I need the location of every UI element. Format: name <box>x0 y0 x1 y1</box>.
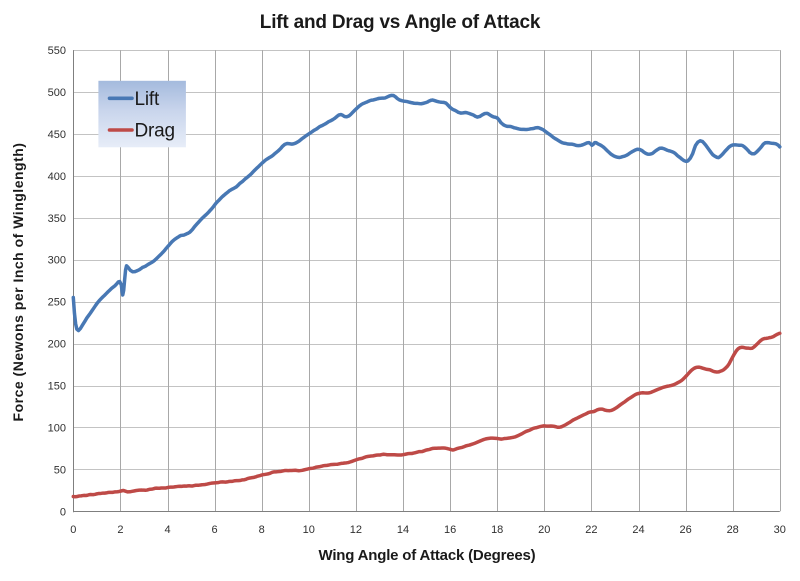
y-tick-label-450: 450 <box>48 129 66 141</box>
y-tick-label-50: 50 <box>54 464 66 476</box>
x-tick-label-30: 30 <box>774 524 786 536</box>
x-tick-label-14: 14 <box>397 524 409 536</box>
x-axis-tick-labels: 0 2 4 6 8 10 12 14 16 18 20 22 24 26 28 30 <box>70 524 786 536</box>
y-tick-label-0: 0 <box>60 506 66 518</box>
y-tick-label-350: 350 <box>48 213 66 225</box>
series-drag-line <box>71 331 782 499</box>
y-axis-tick-labels: 0 50 100 150 200 250 300 350 400 450 500 550 <box>48 45 66 518</box>
x-tick-label-6: 6 <box>212 524 218 536</box>
y-tick-label-150: 150 <box>48 381 66 393</box>
series-lift-line <box>71 93 782 333</box>
legend-label-lift: Lift <box>135 89 160 110</box>
y-axis-title: Force (Newons per Inch of Winglength) <box>10 143 26 422</box>
x-tick-label-26: 26 <box>679 524 691 536</box>
x-tick-label-8: 8 <box>259 524 265 536</box>
x-tick-label-22: 22 <box>585 524 597 536</box>
y-tick-label-400: 400 <box>48 171 66 183</box>
x-tick-label-28: 28 <box>727 524 739 536</box>
y-tick-label-100: 100 <box>48 422 66 434</box>
vertical-gridlines <box>120 50 781 512</box>
x-tick-label-10: 10 <box>303 524 315 536</box>
x-tick-label-18: 18 <box>491 524 503 536</box>
axes <box>73 50 780 513</box>
x-tick-label-24: 24 <box>632 524 644 536</box>
x-tick-label-4: 4 <box>164 524 170 536</box>
x-tick-label-20: 20 <box>538 524 550 536</box>
y-tick-label-550: 550 <box>48 45 66 57</box>
data-series <box>71 93 782 499</box>
x-tick-label-16: 16 <box>444 524 456 536</box>
legend-label-drag: Drag <box>135 121 175 142</box>
y-tick-label-500: 500 <box>48 87 66 99</box>
x-tick-label-12: 12 <box>350 524 362 536</box>
y-tick-label-300: 300 <box>48 255 66 267</box>
horizontal-gridlines <box>73 50 780 470</box>
chart-title: Lift and Drag vs Angle of Attack <box>260 12 541 33</box>
x-axis-title: Wing Angle of Attack (Degrees) <box>319 547 536 564</box>
x-tick-label-0: 0 <box>70 524 76 536</box>
legend-box <box>98 80 186 148</box>
y-tick-label-250: 250 <box>48 297 66 309</box>
x-tick-label-2: 2 <box>117 524 123 536</box>
y-tick-label-200: 200 <box>48 339 66 351</box>
legend: Lift Drag <box>98 80 186 148</box>
